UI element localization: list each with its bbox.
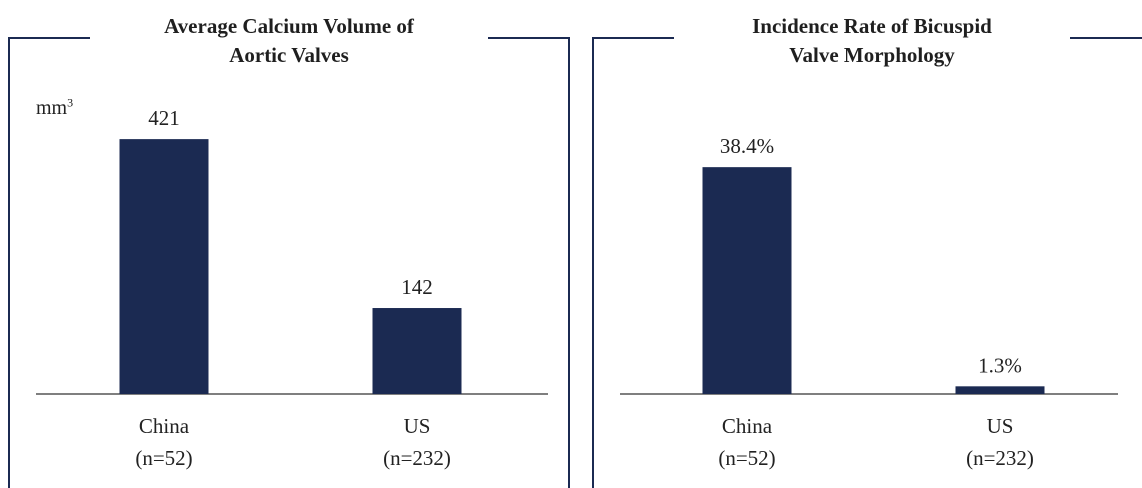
bicuspid-incidence-bar-chart: 38.4% China (n=52) 1.3% US (n=232) — [620, 134, 1118, 470]
bar-us — [955, 386, 1045, 394]
category-label-us: US — [987, 414, 1014, 438]
frame-left-edge — [592, 37, 594, 488]
category-label-china: China — [722, 414, 773, 438]
bar-china — [702, 167, 792, 394]
calcium-volume-panel: Average Calcium Volume of Aortic Valves … — [8, 12, 570, 488]
frame-right-edge — [568, 37, 570, 488]
value-label-us: 1.3% — [978, 353, 1022, 377]
frame-top-right-segment — [1070, 37, 1142, 39]
category-sublabel-china: (n=52) — [718, 446, 775, 470]
chart-title-line-2: Aortic Valves — [229, 43, 349, 67]
category-label-china: China — [139, 414, 190, 438]
category-sublabel-us: (n=232) — [966, 446, 1034, 470]
category-sublabel-us: (n=232) — [383, 446, 451, 470]
bar-china — [119, 139, 209, 394]
frame-left-edge — [8, 37, 10, 488]
chart-title: Incidence Rate of Bicuspid Valve Morphol… — [674, 12, 1070, 70]
chart-title-line-2: Valve Morphology — [789, 43, 955, 67]
bar-us — [372, 308, 462, 394]
chart-title-line-1: Incidence Rate of Bicuspid — [752, 14, 992, 38]
value-label-china: 38.4% — [720, 134, 774, 158]
value-label-china: 421 — [148, 106, 180, 130]
category-sublabel-china: (n=52) — [135, 446, 192, 470]
frame-top-left-segment — [592, 37, 674, 39]
frame-top-right-segment — [488, 37, 570, 39]
chart-title: Average Calcium Volume of Aortic Valves — [90, 12, 488, 70]
y-axis-unit-superscript: 3 — [67, 95, 74, 110]
y-axis-unit: mm3 — [36, 95, 74, 120]
category-label-us: US — [404, 414, 431, 438]
chart-title-line-1: Average Calcium Volume of — [164, 14, 414, 38]
y-axis-unit-text: mm — [36, 97, 68, 119]
calcium-volume-bar-chart: 421 China (n=52) 142 US (n=232) — [36, 106, 548, 470]
frame-top-left-segment — [8, 37, 90, 39]
value-label-us: 142 — [401, 275, 433, 299]
bicuspid-incidence-panel: Incidence Rate of Bicuspid Valve Morphol… — [584, 0, 1142, 488]
